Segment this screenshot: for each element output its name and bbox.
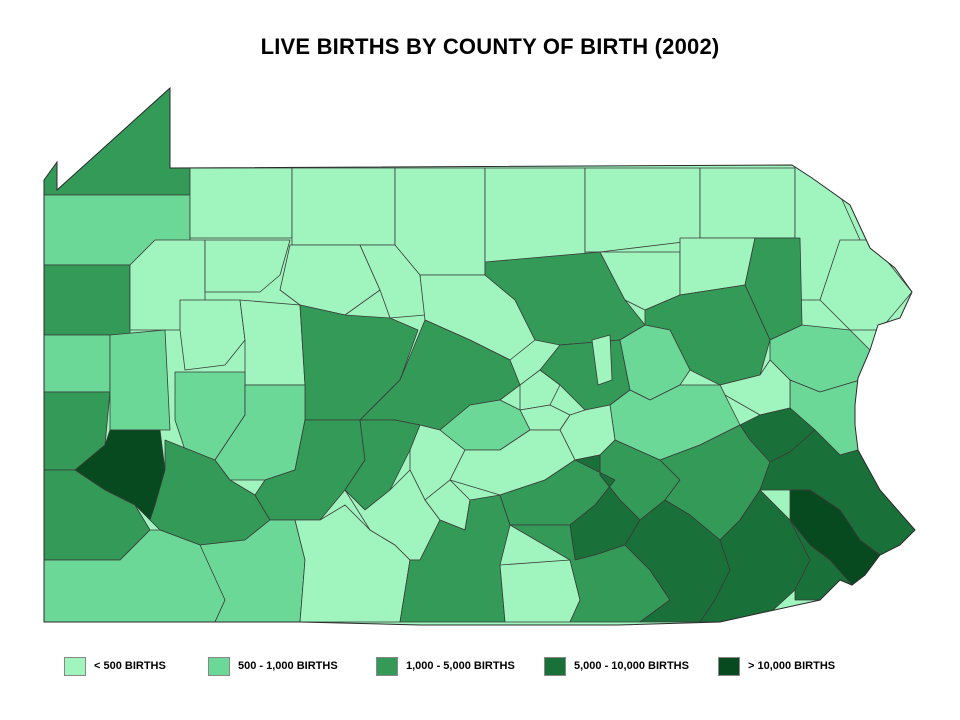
legend-item-gt10000: > 10,000 BIRTHS <box>718 656 835 676</box>
legend-label: 500 - 1,000 BIRTHS <box>238 660 338 672</box>
county-jefferson <box>239 299 306 386</box>
legend-label: 5,000 - 10,000 BIRTHS <box>574 660 689 672</box>
county-bradford <box>584 167 701 253</box>
county-adams <box>499 559 581 623</box>
county-armstrong <box>109 329 171 431</box>
county-luzerne <box>644 284 771 386</box>
legend-label: 1,000 - 5,000 BIRTHS <box>406 660 515 672</box>
legend-swatch <box>718 656 740 676</box>
legend-label: < 500 BIRTHS <box>94 660 166 672</box>
legend-item-500-1000: 500 - 1,000 BIRTHS <box>208 656 338 676</box>
county-forest <box>204 239 291 293</box>
legend-item-5000-10000: 5,000 - 10,000 BIRTHS <box>544 656 689 676</box>
county-susquehanna <box>699 167 796 239</box>
county-lawrence <box>44 334 111 393</box>
legend-swatch <box>64 656 86 676</box>
county-tioga <box>484 167 586 263</box>
map-title: LIVE BIRTHS BY COUNTY OF BIRTH (2002) <box>260 34 720 59</box>
legend-swatch <box>544 656 566 676</box>
state-outline <box>43 86 916 626</box>
county-potter <box>394 167 486 276</box>
legend-swatch <box>208 656 230 676</box>
county-mercer <box>44 264 131 336</box>
county-mckean <box>291 167 396 246</box>
legend-swatch <box>376 656 398 676</box>
legend-label: > 10,000 BIRTHS <box>748 660 836 672</box>
county-union <box>519 369 561 411</box>
legend-item-1000-5000: 1,000 - 5,000 BIRTHS <box>376 656 515 676</box>
legend-item-lt500: < 500 BIRTHS <box>64 656 166 676</box>
county-warren <box>189 167 293 239</box>
county-montour <box>591 334 613 386</box>
